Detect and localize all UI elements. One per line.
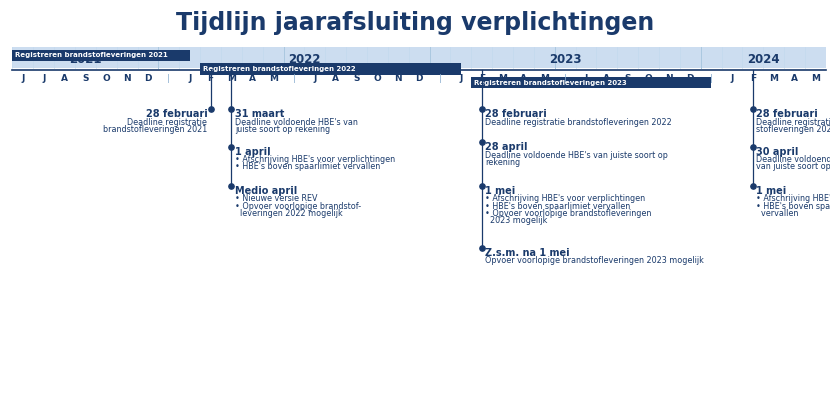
Text: M: M xyxy=(769,74,779,83)
Text: S: S xyxy=(624,74,631,83)
Text: Deadline voldoende HBE's van juiste soort op: Deadline voldoende HBE's van juiste soor… xyxy=(485,151,668,160)
Text: 1 mei: 1 mei xyxy=(485,186,515,196)
Text: Deadline registratie brand-: Deadline registratie brand- xyxy=(756,118,830,127)
Text: A: A xyxy=(520,74,527,83)
Text: J: J xyxy=(313,74,316,83)
Text: Deadline voldoende HBE's van: Deadline voldoende HBE's van xyxy=(235,118,358,127)
Text: rekening: rekening xyxy=(485,158,520,167)
Text: 28 februari: 28 februari xyxy=(756,109,818,119)
Text: M: M xyxy=(811,74,820,83)
Text: • HBE's boven spaarlimiet: • HBE's boven spaarlimiet xyxy=(756,202,830,211)
Text: D: D xyxy=(144,74,152,83)
Text: J: J xyxy=(584,74,588,83)
Text: 2024: 2024 xyxy=(747,53,779,66)
Text: 28 april: 28 april xyxy=(485,142,528,152)
Text: A: A xyxy=(61,74,68,83)
Text: 2023: 2023 xyxy=(549,53,581,66)
Text: N: N xyxy=(394,74,402,83)
Text: J: J xyxy=(42,74,46,83)
Text: Registreren brandstofleveringen 2022: Registreren brandstofleveringen 2022 xyxy=(203,66,355,72)
Text: S: S xyxy=(354,74,360,83)
Text: • HBE's boven spaarlimiet vervallen: • HBE's boven spaarlimiet vervallen xyxy=(235,162,380,171)
Text: • HBE's boven spaarlimiet vervallen: • HBE's boven spaarlimiet vervallen xyxy=(485,202,630,211)
Text: 1 mei: 1 mei xyxy=(756,186,786,196)
Bar xyxy=(12,47,826,68)
Text: M: M xyxy=(540,74,549,83)
Text: brandstofleveringen 2021: brandstofleveringen 2021 xyxy=(103,125,208,134)
Text: F: F xyxy=(749,74,756,83)
Text: Tijdlijn jaarafsluiting verplichtingen: Tijdlijn jaarafsluiting verplichtingen xyxy=(176,11,654,35)
Text: |: | xyxy=(564,74,567,83)
Text: 28 februari: 28 februari xyxy=(145,109,208,119)
Text: 2022: 2022 xyxy=(288,53,320,66)
Text: J: J xyxy=(22,74,25,83)
Text: O: O xyxy=(645,74,652,83)
Text: Registreren brandstofleveringen 2023: Registreren brandstofleveringen 2023 xyxy=(474,80,627,85)
Text: F: F xyxy=(479,74,485,83)
Bar xyxy=(471,77,711,88)
Text: S: S xyxy=(82,74,89,83)
Text: D: D xyxy=(686,74,694,83)
Text: Opvoer voorlopige brandstofleveringen 2023 mogelijk: Opvoer voorlopige brandstofleveringen 20… xyxy=(485,256,704,265)
Text: • Opvoer voorlopige brandstof-: • Opvoer voorlopige brandstof- xyxy=(235,202,361,211)
Text: 2021: 2021 xyxy=(69,53,102,66)
Text: 30 april: 30 april xyxy=(756,147,798,157)
Text: M: M xyxy=(269,74,278,83)
Text: N: N xyxy=(666,74,673,83)
Text: Deadline registratie brandstofleveringen 2022: Deadline registratie brandstofleveringen… xyxy=(485,118,671,127)
Text: M: M xyxy=(498,74,507,83)
Text: stofleveringen 2023: stofleveringen 2023 xyxy=(756,125,830,134)
Text: 1 april: 1 april xyxy=(235,147,271,157)
Text: Deadline voldoende HBE's: Deadline voldoende HBE's xyxy=(756,155,830,164)
Text: • Nieuwe versie REV: • Nieuwe versie REV xyxy=(235,194,317,203)
Text: |: | xyxy=(438,74,442,83)
Text: van juiste soort op rekening: van juiste soort op rekening xyxy=(756,162,830,171)
Text: J: J xyxy=(188,74,192,83)
Text: Medio april: Medio april xyxy=(235,186,297,196)
Text: |: | xyxy=(710,74,713,83)
Text: A: A xyxy=(332,74,339,83)
Text: 31 maart: 31 maart xyxy=(235,109,284,119)
Text: J: J xyxy=(459,74,462,83)
Text: A: A xyxy=(791,74,798,83)
Text: • Afschrijving HBE's voor verplichtingen: • Afschrijving HBE's voor verplichtingen xyxy=(485,194,645,203)
Bar xyxy=(12,50,190,61)
Text: A: A xyxy=(249,74,256,83)
Text: 28 februari: 28 februari xyxy=(485,109,547,119)
Text: O: O xyxy=(374,74,381,83)
Text: • Afschrijving HBE's: • Afschrijving HBE's xyxy=(756,194,830,203)
Text: Deadline registratie: Deadline registratie xyxy=(127,118,208,127)
Text: • Opvoer voorlopige brandstofleveringen: • Opvoer voorlopige brandstofleveringen xyxy=(485,209,652,218)
Text: |: | xyxy=(168,74,170,83)
Text: D: D xyxy=(415,74,423,83)
Text: Z.s.m. na 1 mei: Z.s.m. na 1 mei xyxy=(485,248,569,258)
Bar xyxy=(200,63,461,75)
Text: 2023 mogelijk: 2023 mogelijk xyxy=(485,216,548,225)
Text: N: N xyxy=(124,74,131,83)
Text: juiste soort op rekening: juiste soort op rekening xyxy=(235,125,330,134)
Text: • Afschrijving HBE's voor verplichtingen: • Afschrijving HBE's voor verplichtingen xyxy=(235,155,395,164)
Text: A: A xyxy=(603,74,610,83)
Text: F: F xyxy=(208,74,213,83)
Text: |: | xyxy=(292,74,295,83)
Text: O: O xyxy=(102,74,110,83)
Text: Registreren brandstofleveringen 2021: Registreren brandstofleveringen 2021 xyxy=(15,52,168,58)
Text: M: M xyxy=(227,74,236,83)
Text: leveringen 2022 mogelijk: leveringen 2022 mogelijk xyxy=(235,209,343,218)
Text: J: J xyxy=(730,74,734,83)
Text: vervallen: vervallen xyxy=(756,209,798,218)
